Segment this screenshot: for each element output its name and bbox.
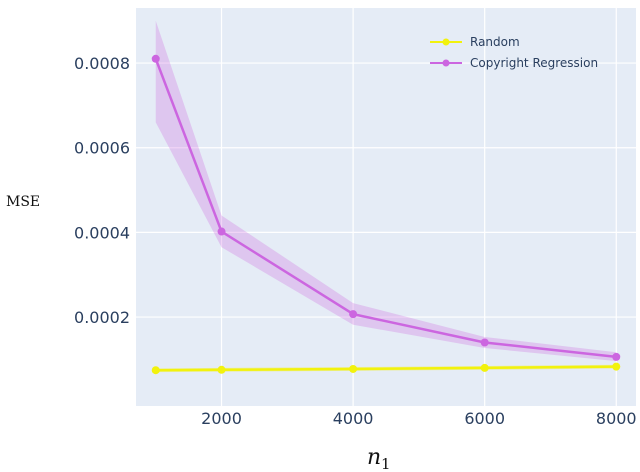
point-random (612, 362, 621, 371)
point-random (349, 364, 358, 373)
y-tick-label: 0.0008 (74, 54, 130, 73)
x-axis-title: n 1 (367, 445, 391, 472)
x-tick-labels: 2000 4000 6000 8000 (201, 409, 636, 428)
x-axis-title-subscript: 1 (381, 455, 391, 472)
legend-swatch-copyright-regression-marker (442, 59, 450, 67)
point-copyright-regression (151, 54, 160, 63)
legend-item-random[interactable]: Random (430, 35, 520, 49)
legend-label-random: Random (470, 35, 520, 49)
x-tick-label: 2000 (201, 409, 242, 428)
point-copyright-regression (480, 338, 489, 347)
y-tick-label: 0.0006 (74, 139, 130, 158)
x-tick-label: 8000 (596, 409, 637, 428)
band-copyright-regression (155, 20, 617, 362)
point-random (151, 366, 160, 375)
y-tick-label: 0.0002 (74, 308, 130, 327)
y-tick-labels: 0.0002 0.0004 0.0006 0.0008 (74, 54, 130, 327)
x-axis-title-main: n (367, 445, 381, 470)
point-copyright-regression (612, 352, 621, 361)
legend[interactable]: Random Copyright Regression (430, 35, 598, 70)
legend-item-copyright-regression[interactable]: Copyright Regression (430, 56, 598, 70)
x-tick-label: 6000 (464, 409, 505, 428)
point-copyright-regression (349, 310, 358, 319)
point-random (480, 363, 489, 372)
plot-background (136, 8, 636, 406)
legend-label-copyright-regression: Copyright Regression (470, 56, 598, 70)
point-copyright-regression (217, 227, 226, 236)
grid-lines (136, 8, 636, 406)
x-tick-label: 4000 (333, 409, 374, 428)
point-random (217, 365, 226, 374)
legend-swatch-random-marker (442, 38, 450, 46)
y-tick-label: 0.0004 (74, 223, 130, 242)
y-axis-title: MSE (6, 194, 40, 210)
series-points (151, 54, 621, 375)
